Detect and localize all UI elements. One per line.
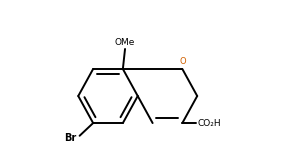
Text: Br: Br: [64, 133, 76, 143]
Text: CO₂H: CO₂H: [197, 119, 221, 128]
Text: O: O: [179, 57, 186, 66]
Text: OMe: OMe: [115, 38, 135, 47]
